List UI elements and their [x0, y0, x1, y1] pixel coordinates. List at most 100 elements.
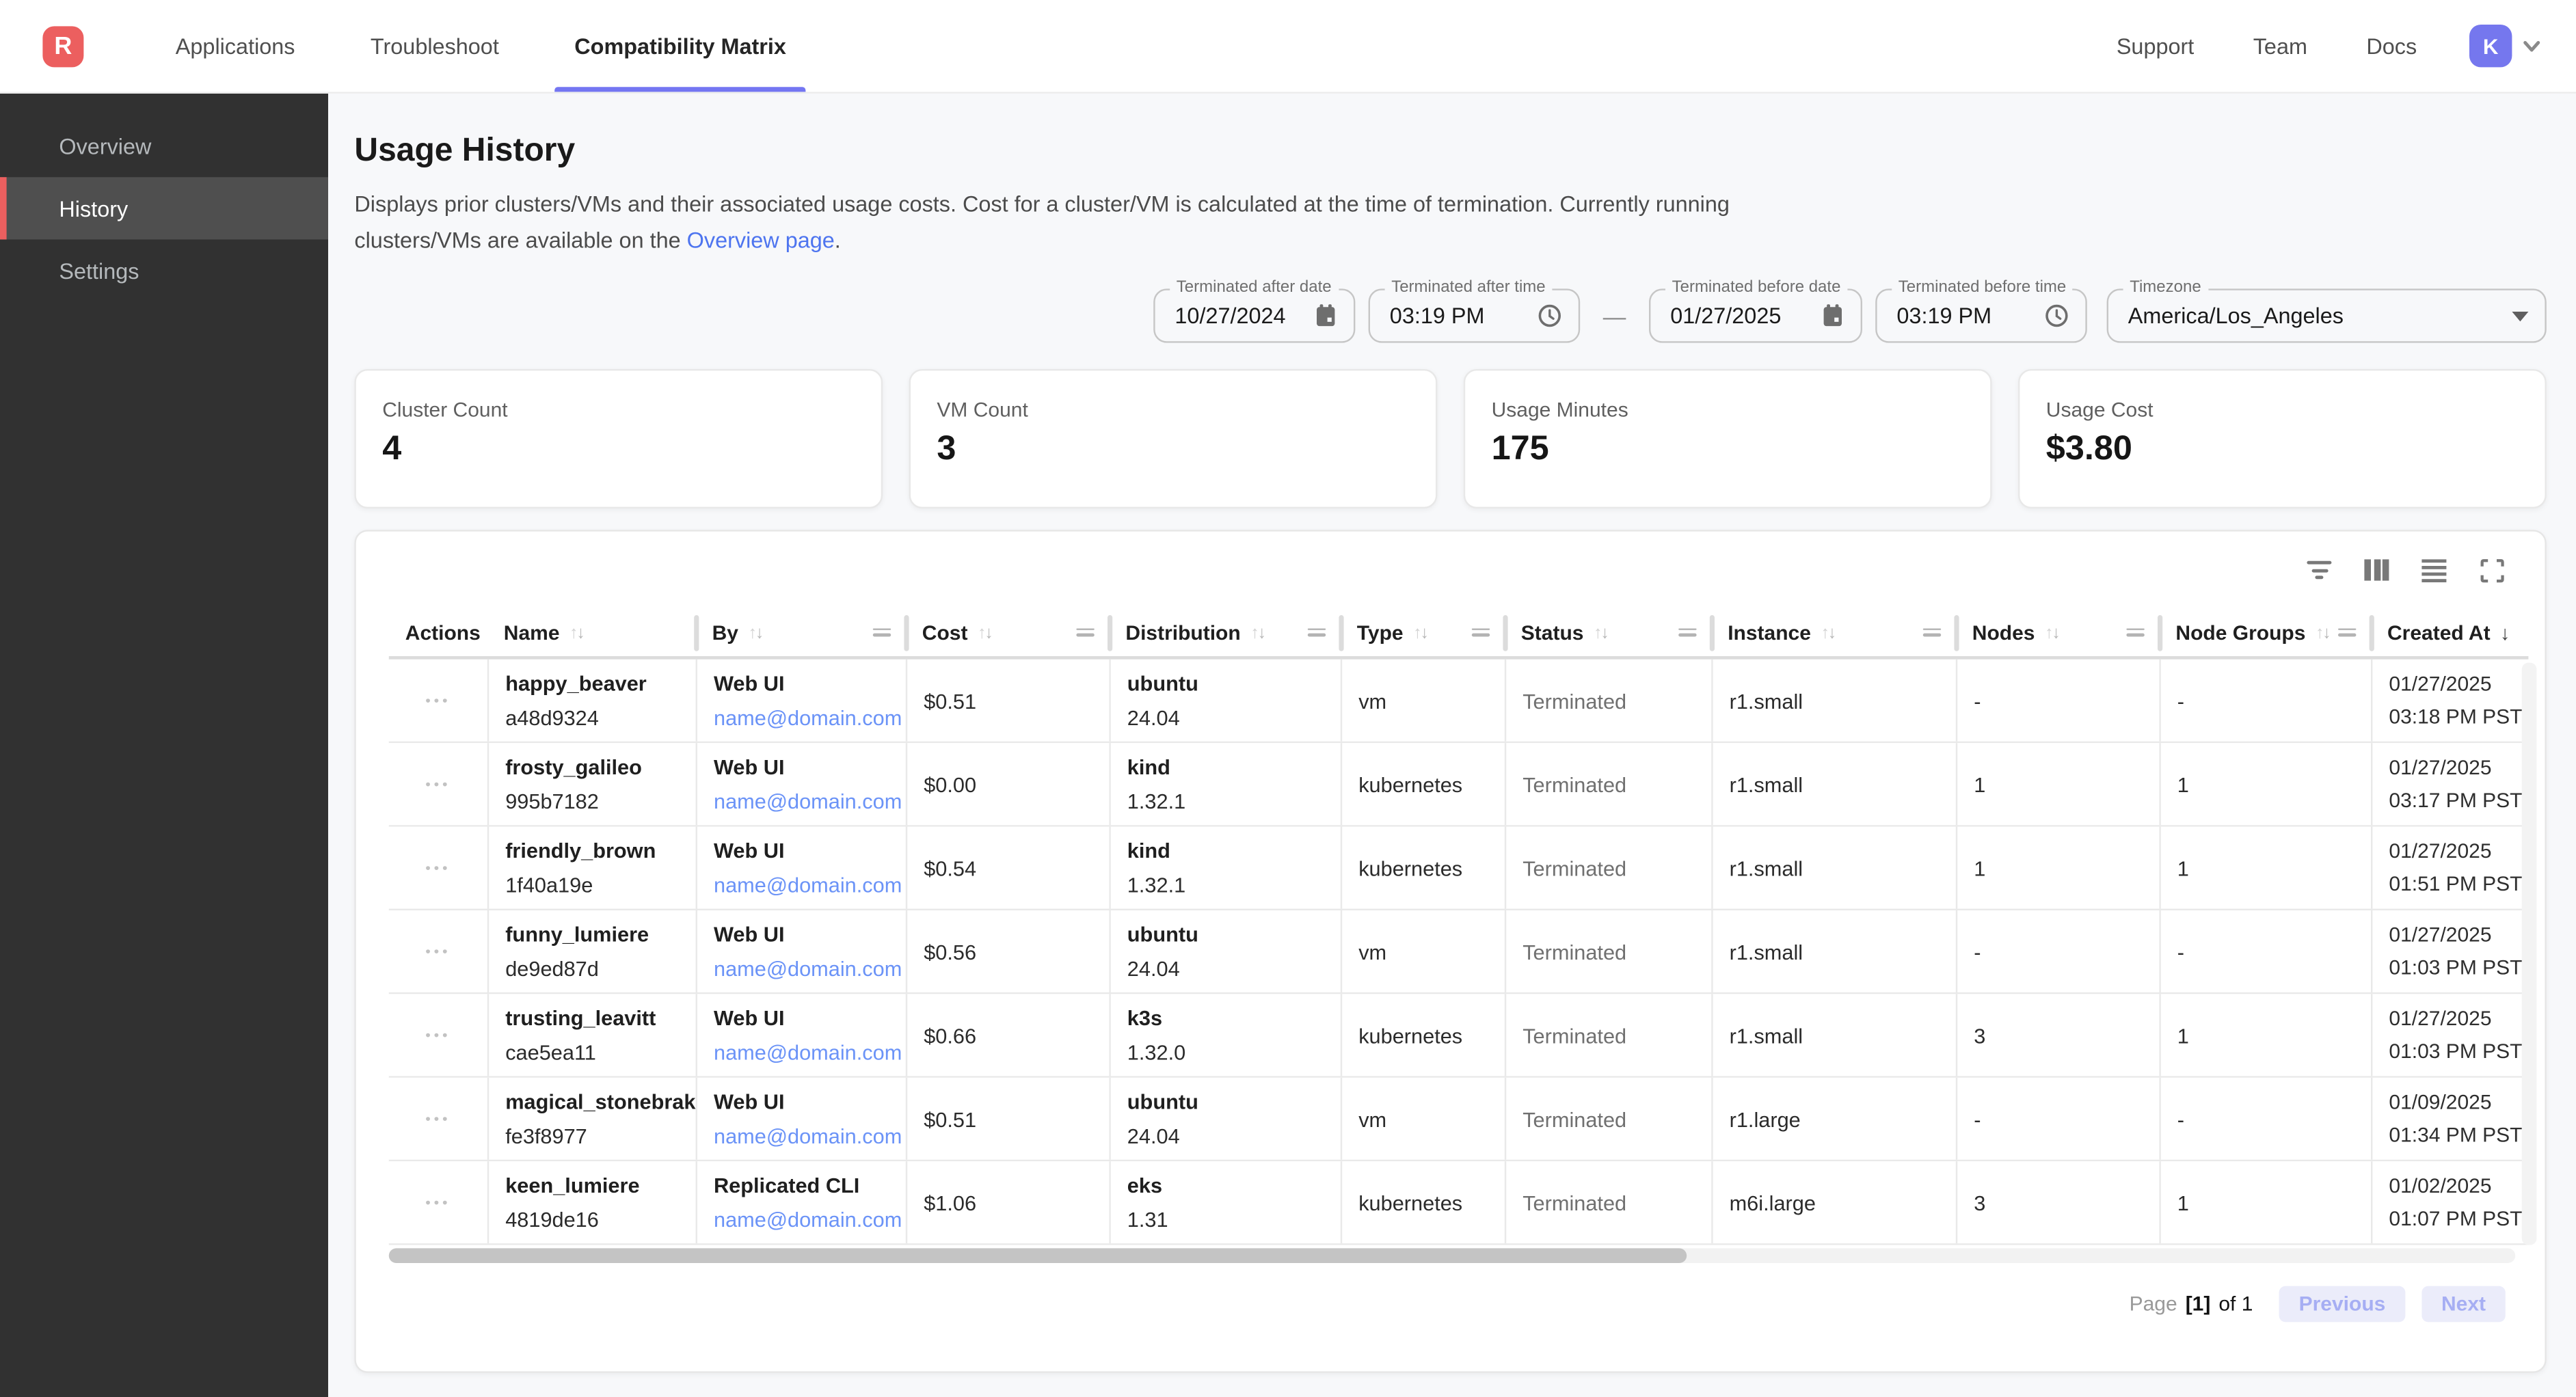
cell-node-groups: 1	[2159, 743, 2371, 826]
column-menu-icon[interactable]	[1471, 627, 1490, 638]
row-actions-button[interactable]: •••	[425, 692, 451, 709]
filter-button[interactable]	[2305, 556, 2333, 584]
column-resize-handle[interactable]	[1338, 615, 1344, 651]
column-header-distribution[interactable]: Distribution ↑↓	[1109, 608, 1344, 656]
nav-team[interactable]: Team	[2253, 33, 2307, 59]
column-resize-handle[interactable]	[1708, 615, 1715, 651]
column-resize-handle[interactable]	[1106, 615, 1113, 651]
instance-value: m6i.large	[1729, 1190, 1816, 1215]
row-actions-button[interactable]: •••	[425, 943, 451, 960]
stat-value: 3	[937, 429, 956, 467]
nav-troubleshoot[interactable]: Troubleshoot	[370, 33, 499, 59]
column-resize-handle[interactable]	[2368, 615, 2374, 651]
sidebar-item-overview[interactable]: Overview	[59, 133, 152, 159]
created-time: 01:34 PM PST	[2389, 1124, 2523, 1147]
instance-value: r1.small	[1729, 855, 1803, 880]
email-link[interactable]: name@domain.com	[714, 1124, 902, 1149]
status-badge: Terminated	[1522, 772, 1627, 797]
terminated-before-date-field[interactable]: Terminated before date 01/27/2025	[1649, 279, 1862, 343]
page-label: Page	[2129, 1292, 2177, 1316]
current-page: [1]	[2185, 1292, 2211, 1316]
row-actions-button[interactable]: •••	[425, 1027, 451, 1044]
cost-value: $0.00	[924, 772, 977, 797]
row-actions-button[interactable]: •••	[425, 1194, 451, 1211]
column-header-status[interactable]: Status ↑↓	[1505, 608, 1715, 656]
nav-support[interactable]: Support	[2116, 33, 2195, 59]
nav-compatibility-matrix[interactable]: Compatibility Matrix	[554, 0, 806, 92]
cell-name: funny_lumiere de9ed87d	[487, 910, 696, 992]
column-header-instance[interactable]: Instance ↑↓	[1711, 608, 1959, 656]
vertical-scrollbar[interactable]	[2521, 662, 2537, 1245]
column-header-name[interactable]: Name ↑↓	[487, 608, 699, 656]
column-resize-handle[interactable]	[1502, 615, 1508, 651]
cluster-id: cae5ea11	[505, 1040, 596, 1065]
app-logo[interactable]: R	[42, 25, 84, 67]
chevron-down-icon[interactable]	[2520, 34, 2543, 57]
cell-instance: r1.small	[1711, 743, 1956, 826]
email-link[interactable]: name@domain.com	[714, 872, 902, 897]
row-actions-button[interactable]: •••	[425, 859, 451, 876]
logo-letter: R	[54, 31, 72, 60]
previous-button[interactable]: Previous	[2279, 1286, 2406, 1323]
next-button[interactable]: Next	[2421, 1286, 2506, 1323]
nav-applications[interactable]: Applications	[175, 33, 295, 59]
column-resize-handle[interactable]	[903, 615, 909, 651]
column-menu-icon[interactable]	[2338, 627, 2357, 638]
sidebar-item-settings[interactable]: Settings	[59, 258, 139, 284]
timezone-select[interactable]: Timezone America/Los_Angeles	[2106, 279, 2547, 343]
column-header-created-at[interactable]: Created At ↓	[2371, 608, 2528, 656]
terminated-before-time-field[interactable]: Terminated before time 03:19 PM	[1875, 279, 2087, 343]
email-link[interactable]: name@domain.com	[714, 1040, 902, 1065]
sort-icon: ↑↓	[569, 622, 585, 642]
column-menu-icon[interactable]	[2126, 627, 2145, 638]
type-value: vm	[1358, 939, 1387, 964]
column-menu-icon[interactable]	[872, 627, 891, 638]
column-menu-icon[interactable]	[1922, 627, 1942, 638]
column-header-cost[interactable]: Cost ↑↓	[906, 608, 1113, 656]
stat-card-cluster-count: Cluster Count 4	[354, 369, 883, 508]
fullscreen-button[interactable]	[2478, 556, 2506, 584]
cell-type: kubernetes	[1340, 1161, 1505, 1244]
type-value: kubernetes	[1358, 772, 1463, 797]
secondary-nav: Support Team Docs K	[2087, 0, 2576, 92]
column-header-nodes[interactable]: Nodes ↑↓	[1956, 608, 2163, 656]
nav-docs[interactable]: Docs	[2366, 33, 2417, 59]
terminated-after-date-field[interactable]: Terminated after date 10/27/2024	[1153, 279, 1356, 343]
horizontal-scrollbar-thumb[interactable]	[388, 1248, 1687, 1264]
cost-value: $0.66	[924, 1022, 977, 1048]
column-resize-handle[interactable]	[2156, 615, 2163, 651]
sidebar-item-history[interactable]: History	[0, 177, 329, 240]
email-link[interactable]: name@domain.com	[714, 789, 902, 814]
column-header-type[interactable]: Type ↑↓	[1341, 608, 1508, 656]
created-by-source: Web UI	[714, 838, 785, 863]
column-menu-icon[interactable]	[1307, 627, 1326, 638]
overview-page-link[interactable]: Overview page	[686, 228, 835, 253]
email-link[interactable]: name@domain.com	[714, 705, 902, 730]
column-header-by[interactable]: By ↑↓	[696, 608, 909, 656]
cell-status: Terminated	[1504, 659, 1711, 742]
cell-created-at: 01/27/2025 01:51 PM PST	[2371, 826, 2528, 909]
column-header-node-groups[interactable]: Node Groups ↑↓	[2159, 608, 2374, 656]
row-actions-button[interactable]: •••	[425, 776, 451, 793]
column-resize-handle[interactable]	[693, 615, 699, 651]
column-resize-handle[interactable]	[1953, 615, 1959, 651]
distribution-name: kind	[1127, 838, 1170, 863]
type-value: kubernetes	[1358, 1022, 1463, 1048]
cell-cost: $0.66	[905, 994, 1110, 1076]
terminated-after-time-field[interactable]: Terminated after time 03:19 PM	[1368, 279, 1581, 343]
row-actions-button[interactable]: •••	[425, 1110, 451, 1127]
avatar[interactable]: K	[2469, 25, 2512, 68]
columns-button[interactable]	[2363, 556, 2391, 584]
created-date: 01/02/2025	[2389, 1174, 2492, 1198]
cost-value: $0.51	[924, 688, 977, 713]
field-value: 03:19 PM	[1896, 303, 1992, 329]
column-label: Actions	[405, 621, 481, 645]
cell-distribution: ubuntu 24.04	[1109, 910, 1340, 992]
email-link[interactable]: name@domain.com	[714, 956, 902, 981]
column-menu-icon[interactable]	[1678, 627, 1697, 638]
column-menu-icon[interactable]	[1076, 627, 1095, 638]
sort-desc-icon: ↓	[2500, 621, 2510, 645]
created-by-source: Replicated CLI	[714, 1173, 860, 1198]
email-link[interactable]: name@domain.com	[714, 1207, 902, 1232]
density-button[interactable]	[2420, 556, 2448, 584]
